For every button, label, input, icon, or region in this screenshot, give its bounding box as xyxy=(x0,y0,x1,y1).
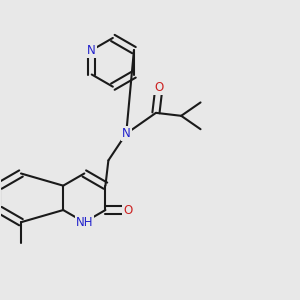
Text: O: O xyxy=(123,203,132,217)
Text: N: N xyxy=(87,44,96,57)
Text: O: O xyxy=(154,81,164,94)
Text: NH: NH xyxy=(76,216,93,229)
Text: N: N xyxy=(122,127,130,140)
